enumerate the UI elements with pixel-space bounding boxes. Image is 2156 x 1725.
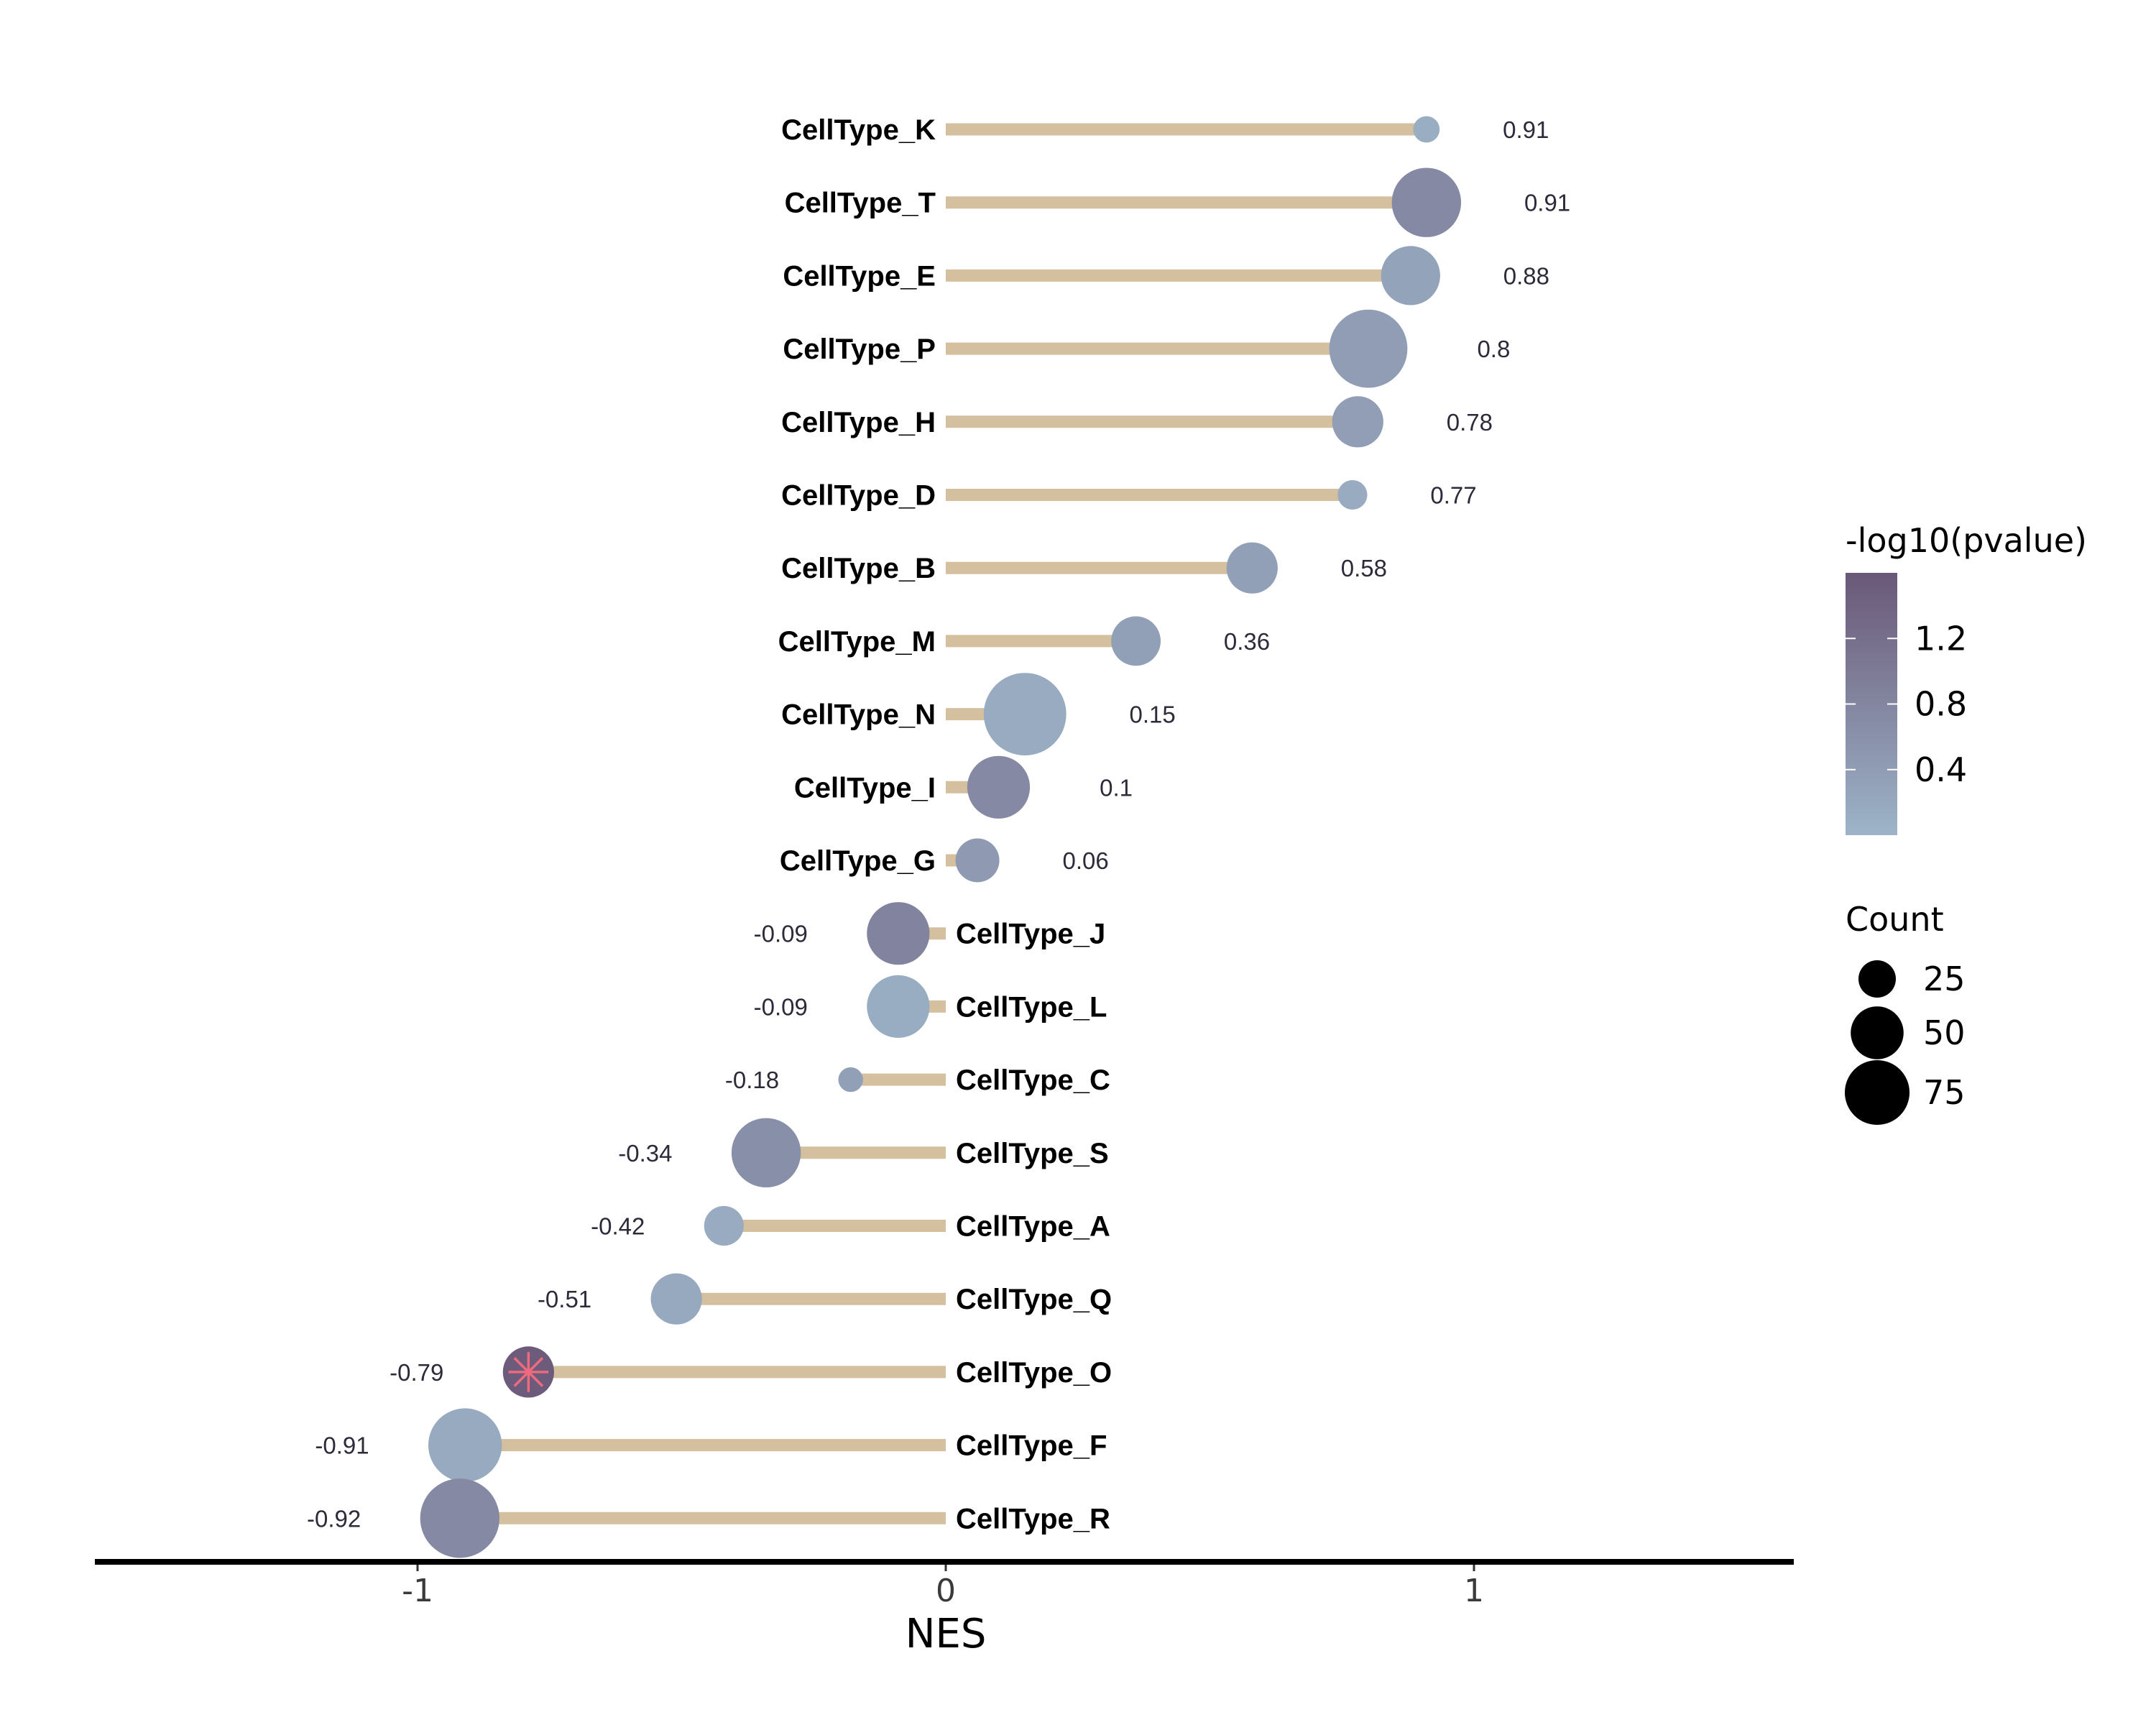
value-label: 0.1 [1100,774,1133,801]
dots-layer [420,116,1462,1558]
row-label: CellType_J [956,919,1105,950]
size-legend-dot [1844,1059,1910,1126]
color-legend-title: -log10(pvalue) [1846,521,2087,560]
asterisk-icon [508,1352,549,1392]
color-tick-label: 1.2 [1915,619,1967,658]
row-label: CellType_I [794,772,936,804]
color-tick-label: 0.4 [1915,750,1967,789]
size-legend-label: 25 [1923,960,1966,998]
row-label: CellType_M [778,626,936,658]
row-label: CellType_G [780,845,936,877]
row-label: CellType_D [781,480,936,512]
dot-CellType_A [704,1205,744,1246]
dot-CellType_H [1332,396,1383,448]
value-label: 0.88 [1503,262,1549,289]
row-label: CellType_A [956,1211,1110,1243]
size-legend: Count 25 50 75 [1844,900,1966,1126]
row-label: CellType_C [956,1064,1110,1096]
row-label: CellType_E [783,260,936,292]
value-label: 0.36 [1224,628,1270,655]
row-label: CellType_R [956,1503,1110,1535]
value-label: 0.58 [1341,555,1387,581]
dot-CellType_C [838,1067,863,1092]
size-legend-entries: 25 50 75 [1844,960,1966,1126]
dot-CellType_B [1226,542,1278,594]
dot-CellType_R [420,1478,499,1558]
row-label: CellType_O [956,1357,1112,1389]
value-label: -0.34 [618,1140,672,1167]
dot-CellType_K [1413,116,1440,143]
dot-CellType_N [983,673,1067,756]
row-label: CellType_Q [956,1284,1112,1315]
color-legend-ticks: 0.4 0.8 1.2 [1846,619,1967,789]
value-label: 0.8 [1477,336,1510,362]
row-label: CellType_N [781,699,936,731]
row-label: CellType_H [781,407,936,438]
dot-CellType_D [1337,479,1368,510]
value-label: -0.92 [307,1505,361,1532]
color-legend: -log10(pvalue) 0.4 0.8 1.2 [1846,521,2087,835]
dot-CellType_J [867,902,930,965]
value-label: 0.77 [1430,482,1476,509]
dot-CellType_M [1111,616,1161,666]
value-label: 0.78 [1447,409,1493,436]
dot-CellType_I [967,755,1031,819]
size-legend-label: 75 [1923,1073,1966,1112]
dot-CellType_G [955,838,1000,883]
x-tick-label: 0 [936,1573,956,1609]
row-label: CellType_T [785,188,936,219]
row-label: CellType_K [781,114,936,146]
x-tick-label: -1 [402,1573,433,1609]
row-label: CellType_F [956,1430,1107,1462]
value-label: -0.42 [591,1213,645,1240]
x-tick-label: 1 [1464,1573,1484,1609]
dot-CellType_T [1391,167,1462,237]
row-label: CellType_S [956,1138,1109,1169]
value-label: 0.91 [1524,190,1570,216]
value-label: 0.15 [1130,702,1176,728]
value-label: -0.09 [754,993,808,1020]
dot-CellType_L [867,975,930,1039]
row-label: CellType_B [781,553,936,584]
value-label: 0.06 [1062,847,1108,874]
dot-CellType_S [731,1118,801,1188]
value-label: -0.79 [390,1359,443,1386]
value-labels-layer: 0.91 0.91 0.88 0.8 0.78 0.77 0.58 0.36 0.15 0.1 0.… [307,116,1570,1532]
x-axis-title: NES [906,1611,987,1657]
color-tick-label: 0.8 [1915,685,1967,724]
row-labels-layer: CellType_K CellType_T CellType_E CellType_P… [778,114,1112,1535]
size-legend-dot [1858,960,1896,998]
value-label: 0.91 [1503,116,1549,143]
sticks-layer [459,123,1427,1524]
size-legend-label: 50 [1923,1013,1966,1052]
dot-CellType_E [1381,246,1440,305]
dot-CellType_F [428,1408,502,1482]
size-legend-dot [1851,1006,1904,1059]
value-label: -0.09 [754,921,808,947]
value-label: -0.51 [538,1286,591,1312]
x-axis-ticks: -1 0 1 [402,1565,1484,1609]
size-legend-title: Count [1846,900,1944,939]
dot-CellType_P [1329,309,1408,388]
dot-CellType_Q [650,1273,702,1325]
value-label: -0.18 [725,1067,779,1093]
row-label: CellType_L [956,991,1107,1023]
row-label: CellType_P [783,334,936,365]
value-label: -0.91 [315,1432,369,1459]
